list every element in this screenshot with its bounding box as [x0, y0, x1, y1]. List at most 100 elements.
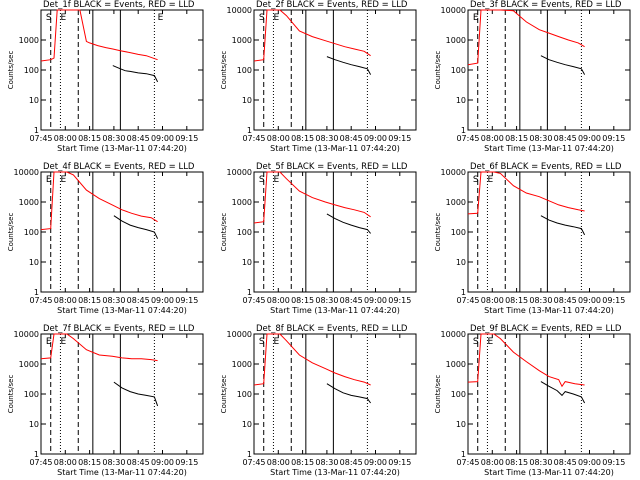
panel-3: 07:45 08:00 08:15 08:30 08:45 09:00 09:15 1 10 10… [434, 0, 631, 153]
panel-2: 07:45 08:00 08:15 08:30 08:45 09:00 09:15 1 10 10… [220, 0, 417, 153]
y-tick-label: 10000 [227, 330, 252, 339]
annotation-label: E [273, 337, 279, 347]
y-axis-label: Counts/sec [434, 213, 442, 252]
y-tick-label: 10000 [14, 330, 39, 339]
annotation-label: E [487, 337, 493, 347]
x-tick-label: 08:15 [505, 458, 528, 467]
series-line-lld [40, 171, 158, 231]
y-tick-label: 1000 [19, 360, 39, 369]
annotation-label: E [46, 337, 52, 347]
x-tick-label: 09:15 [602, 458, 625, 467]
series-line-lld [467, 333, 585, 388]
x-tick-label: 08:45 [127, 134, 150, 143]
y-tick-label: 1000 [446, 360, 466, 369]
y-tick-label: 1 [247, 450, 252, 459]
y-tick-label: 1 [247, 126, 252, 135]
plot-frame [253, 171, 417, 293]
y-axis-label: Counts/sec [7, 51, 15, 90]
x-tick-label: 08:00 [267, 296, 290, 305]
x-tick-label: 08:45 [340, 458, 363, 467]
x-axis-label: Start Time (13-Mar-11 07:44:20) [270, 144, 400, 153]
series-line-lld [253, 333, 371, 386]
x-tick-label: 08:15 [78, 134, 101, 143]
y-tick-label: 10000 [441, 330, 466, 339]
panel-6: 07:45 08:00 08:15 08:30 08:45 09:00 09:15 1 10 10… [434, 162, 631, 315]
x-tick-label: 07:45 [29, 458, 52, 467]
annotation-label: E [487, 175, 493, 185]
annotation-label: E [46, 175, 52, 185]
plot-frame [253, 9, 417, 131]
panel-title: Det_6f BLACK = Events, RED = LLD [470, 162, 622, 172]
x-tick-label: 09:00 [364, 296, 387, 305]
x-tick-label: 09:15 [602, 296, 625, 305]
panel-4: 07:45 08:00 08:15 08:30 08:45 09:00 09:15 1 10 10… [7, 162, 204, 315]
panel-title: Det_2f BLACK = Events, RED = LLD [256, 0, 408, 10]
y-tick-label: 10000 [441, 168, 466, 177]
x-tick-label: 08:00 [267, 134, 290, 143]
annotation-label: E [273, 175, 279, 185]
y-tick-label: 100 [237, 228, 252, 237]
panel-title: Det_7f BLACK = Events, RED = LLD [43, 324, 195, 334]
x-tick-label: 08:00 [481, 134, 504, 143]
y-tick-label: 100 [237, 66, 252, 75]
x-tick-label: 08:45 [127, 296, 150, 305]
x-tick-label: 08:15 [505, 296, 528, 305]
annotation-label: E [60, 13, 66, 23]
annotation-label: S [259, 175, 265, 185]
series-line-events [540, 55, 586, 75]
panel-7: 07:45 08:00 08:15 08:30 08:45 09:00 09:15 1 10 10… [7, 324, 204, 477]
x-tick-label: 09:15 [388, 296, 411, 305]
x-tick-label: 07:45 [242, 458, 265, 467]
y-axis-label: Counts/sec [7, 213, 15, 252]
y-tick-label: 10000 [227, 6, 252, 15]
series-line-events [540, 215, 586, 236]
plot-frame [253, 333, 417, 455]
series-line-lld [467, 171, 585, 215]
plot-frame [40, 9, 204, 131]
x-axis-label: Start Time (13-Mar-11 07:44:20) [57, 306, 187, 315]
panel-title: Det_8f BLACK = Events, RED = LLD [256, 324, 408, 334]
x-tick-label: 07:45 [456, 134, 479, 143]
x-tick-label: 08:45 [554, 458, 577, 467]
plot-frame [40, 333, 204, 455]
x-tick-label: 08:30 [102, 134, 125, 143]
y-tick-label: 100 [24, 390, 39, 399]
y-tick-label: 1 [247, 288, 252, 297]
series-line-events [326, 383, 372, 404]
y-tick-label: 1 [461, 126, 466, 135]
x-tick-label: 08:00 [481, 296, 504, 305]
y-tick-label: 10 [29, 96, 39, 105]
x-tick-label: 09:00 [364, 134, 387, 143]
x-tick-label: 08:30 [529, 458, 552, 467]
annotation-label: S [259, 337, 265, 347]
annotation-label: E [273, 13, 279, 23]
y-tick-label: 1000 [232, 36, 252, 45]
y-tick-label: 10000 [441, 6, 466, 15]
y-tick-label: 1000 [232, 360, 252, 369]
x-tick-label: 08:45 [127, 458, 150, 467]
x-tick-label: 08:15 [78, 458, 101, 467]
series-line-lld [40, 333, 158, 362]
y-tick-label: 100 [451, 66, 466, 75]
y-tick-label: 100 [451, 228, 466, 237]
y-tick-label: 1 [34, 288, 39, 297]
annotation-label: S [259, 13, 265, 23]
x-tick-label: 07:45 [242, 134, 265, 143]
y-tick-label: 1000 [446, 36, 466, 45]
series-line-events [326, 213, 371, 234]
y-tick-label: 1000 [446, 198, 466, 207]
annotation-label: E [60, 337, 66, 347]
y-axis-label: Counts/sec [220, 375, 228, 414]
x-tick-label: 08:00 [267, 458, 290, 467]
y-tick-label: 1 [34, 450, 39, 459]
y-tick-label: 10 [456, 258, 466, 267]
x-tick-label: 07:45 [456, 296, 479, 305]
y-tick-label: 1 [461, 450, 466, 459]
x-tick-label: 07:45 [242, 296, 265, 305]
x-tick-label: 08:00 [54, 134, 77, 143]
x-tick-label: 09:15 [388, 134, 411, 143]
y-tick-label: 1 [34, 126, 39, 135]
series-line-lld [467, 9, 585, 66]
y-tick-label: 1000 [19, 36, 39, 45]
series-line-lld [253, 171, 371, 224]
